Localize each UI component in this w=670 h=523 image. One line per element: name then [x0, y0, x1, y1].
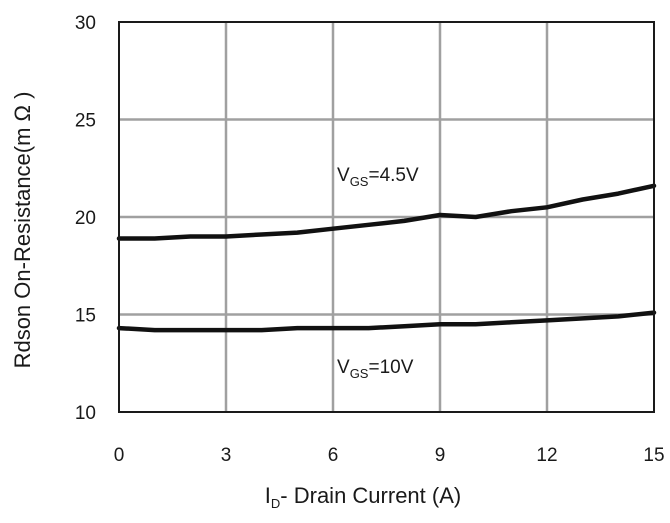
x-axis-label: ID- Drain Current (A)	[265, 483, 461, 511]
x-tick-label: 12	[536, 445, 557, 466]
x-tick-label: 3	[221, 445, 232, 466]
series-line-0	[116, 183, 657, 241]
y-tick-label: 20	[75, 208, 96, 229]
y-tick-label: 10	[75, 403, 96, 424]
x-tick-label: 9	[435, 445, 446, 466]
y-axis-label: Rdson On-Resistance(m Ω )	[10, 92, 35, 369]
y-tick-label: 15	[75, 306, 96, 327]
series-label-vgs-10v: VGS=10V	[337, 357, 414, 381]
y-tick-label: 25	[75, 111, 96, 132]
x-tick-label: 15	[643, 445, 664, 466]
x-tick-label: 6	[328, 445, 339, 466]
y-tick-label: 30	[75, 13, 96, 34]
series-label-vgs-4-5v: VGS=4.5V	[337, 165, 419, 189]
plot-frame	[118, 21, 655, 413]
tick-labels: 0 3 6 9 12 15 10 15 20 25 30	[75, 13, 665, 466]
grid-lines	[119, 22, 654, 412]
x-tick-label: 0	[114, 445, 125, 466]
series-lines	[116, 183, 657, 333]
series-line-1	[116, 310, 657, 333]
